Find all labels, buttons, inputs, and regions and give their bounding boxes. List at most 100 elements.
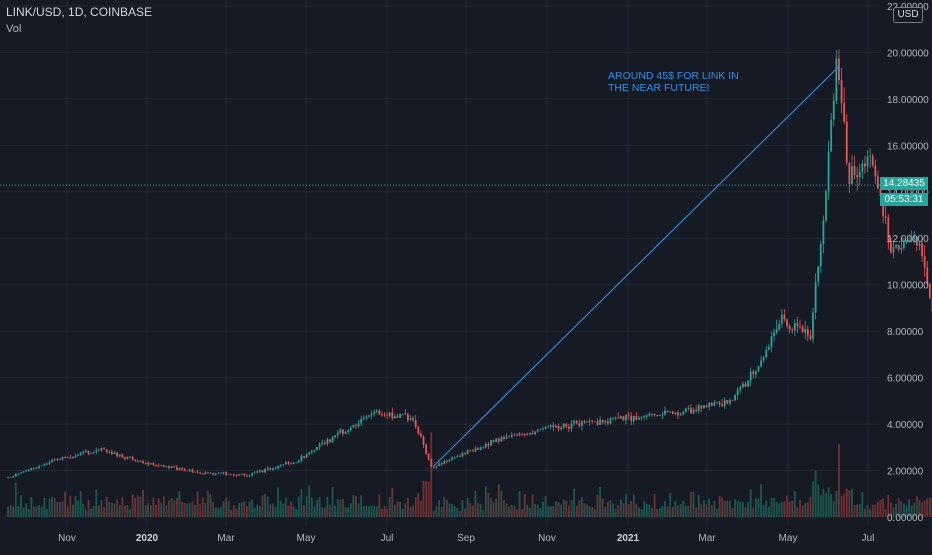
candle-body xyxy=(132,457,134,460)
volume-bar xyxy=(739,502,741,517)
candle-body xyxy=(480,448,482,450)
candle-body xyxy=(807,329,809,335)
volume-bar xyxy=(794,491,796,517)
candle-body xyxy=(69,457,71,458)
candle-body xyxy=(155,465,157,466)
candle-body xyxy=(324,443,326,444)
volume-bar xyxy=(225,498,227,517)
candle-body xyxy=(82,451,84,453)
candle-body xyxy=(835,59,837,101)
volume-bar xyxy=(241,502,243,517)
volume-bar xyxy=(882,499,884,517)
candle-body xyxy=(495,439,497,442)
candle-body xyxy=(623,416,625,420)
volume-indicator-label[interactable]: Vol xyxy=(6,23,21,35)
x-tick-label: 2021 xyxy=(617,533,640,544)
candle-body xyxy=(900,248,902,250)
volume-bar xyxy=(10,505,12,517)
volume-bar xyxy=(288,506,290,517)
candle-body xyxy=(524,434,526,435)
volume-bar xyxy=(488,493,490,517)
volume-bar xyxy=(301,489,303,517)
x-tick-label: Nov xyxy=(58,533,76,544)
candle-body xyxy=(685,409,687,412)
candle-body xyxy=(246,475,248,476)
volume-bar xyxy=(643,501,645,517)
volume-bar xyxy=(285,498,287,517)
candle-body xyxy=(532,433,534,434)
volume-bar xyxy=(843,494,845,517)
candle-body xyxy=(438,463,440,465)
volume-bar xyxy=(680,504,682,517)
volume-bar xyxy=(773,498,775,517)
annotation-line-2: THE NEAR FUTURE! xyxy=(608,82,778,94)
volume-bar xyxy=(623,503,625,517)
candle-body xyxy=(54,460,56,461)
candle-body xyxy=(703,405,705,408)
volume-bar xyxy=(771,498,773,517)
volume-bar xyxy=(838,444,840,517)
candle-body xyxy=(212,473,214,475)
candle-body xyxy=(163,465,165,466)
volume-bar xyxy=(441,507,443,517)
volume-bar xyxy=(604,506,606,517)
symbol-title[interactable]: LINK/USD, 1D, COINBASE xyxy=(6,5,152,19)
volume-bar xyxy=(498,484,500,517)
x-tick-label: Mar xyxy=(217,533,235,544)
candle-body xyxy=(290,464,292,465)
candle-body xyxy=(142,461,144,463)
candle-body xyxy=(51,460,53,462)
candle-body xyxy=(311,451,313,452)
candle-body xyxy=(114,453,116,454)
candle-body xyxy=(771,336,773,347)
volume-bar xyxy=(168,500,170,517)
volume-bar xyxy=(230,510,232,517)
volume-bar xyxy=(695,508,697,517)
candle-body xyxy=(513,435,515,436)
candle-body xyxy=(768,347,770,350)
candle-body xyxy=(108,452,110,453)
candle-body xyxy=(833,101,835,120)
volume-bar xyxy=(835,491,837,517)
candle-body xyxy=(280,465,282,466)
volume-bar xyxy=(848,490,850,517)
candle-body xyxy=(641,417,643,418)
candle-body xyxy=(872,156,874,166)
candle-body xyxy=(841,80,843,103)
candle-body xyxy=(191,470,193,472)
candle-body xyxy=(498,439,500,442)
candle-body xyxy=(778,324,780,329)
volume-bar xyxy=(15,483,17,517)
volume-bar xyxy=(446,500,448,517)
volume-bar xyxy=(108,502,110,517)
candle-body xyxy=(565,424,567,427)
volume-bar xyxy=(563,500,565,517)
volume-bar xyxy=(93,506,95,517)
volume-bar xyxy=(636,504,638,517)
candle-body xyxy=(365,417,367,418)
candle-body xyxy=(893,247,895,252)
volume-bar xyxy=(924,501,926,517)
volume-bar xyxy=(210,494,212,517)
candle-body xyxy=(799,326,801,327)
candle-body xyxy=(202,474,204,475)
candle-body xyxy=(630,416,632,421)
candle-body xyxy=(794,323,796,330)
volume-bar xyxy=(706,504,708,517)
volume-bar xyxy=(529,508,531,517)
candle-body xyxy=(615,418,617,419)
volume-bar xyxy=(202,498,204,517)
volume-bar xyxy=(121,497,123,517)
volume-bar xyxy=(246,506,248,517)
volume-bar xyxy=(511,505,513,517)
volume-bar xyxy=(594,509,596,517)
volume-bar xyxy=(103,507,105,517)
currency-badge[interactable]: USD xyxy=(893,7,923,23)
volume-bar xyxy=(329,505,331,517)
candle-body xyxy=(199,473,201,474)
candle-body xyxy=(404,414,406,415)
candle-body xyxy=(680,414,682,415)
volume-bar xyxy=(729,501,731,517)
